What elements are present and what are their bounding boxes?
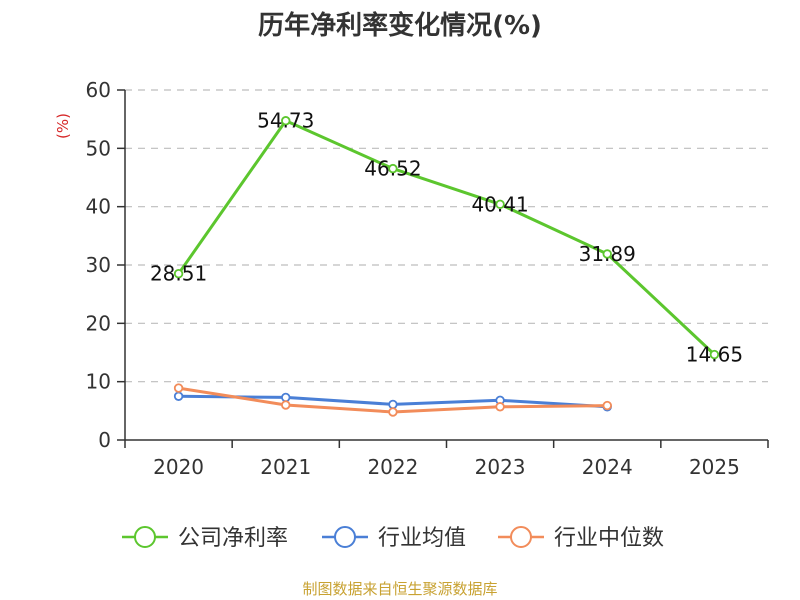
- x-tick-label: 2020: [153, 455, 204, 479]
- legend-swatch-marker: [134, 526, 156, 548]
- y-tick-label: 10: [86, 370, 111, 394]
- x-tick-label: 2025: [689, 455, 740, 479]
- legend-swatch-marker: [510, 526, 532, 548]
- data-label: 54.73: [257, 109, 314, 133]
- series-line-0: [177, 119, 716, 356]
- data-label: 40.41: [471, 192, 528, 216]
- y-tick-label: 60: [86, 78, 111, 102]
- y-tick-label: 30: [86, 253, 111, 277]
- y-axis-label: (%): [54, 113, 72, 139]
- data-point: [495, 402, 505, 412]
- data-label: 31.89: [579, 242, 636, 266]
- data-point: [173, 383, 184, 393]
- x-tick-label: 2023: [475, 455, 526, 479]
- data-point: [173, 391, 184, 401]
- legend-label: 公司净利率: [178, 526, 288, 551]
- data-point: [388, 407, 398, 417]
- data-label: 28.51: [150, 262, 207, 286]
- data-labels: 28.51 54.73 46.52 40.41 31.89 14.65: [150, 109, 743, 367]
- data-point: [602, 249, 612, 259]
- y-tick-label: 50: [86, 136, 111, 160]
- legend: 公司净利率 行业均值 行业中位数: [122, 526, 664, 551]
- y-tick-label: 0: [98, 428, 111, 452]
- data-point: [388, 163, 398, 174]
- data-point: [281, 400, 291, 410]
- data-label: 46.52: [364, 157, 421, 181]
- legend-label: 行业均值: [378, 526, 466, 551]
- grid: [125, 89, 768, 383]
- data-point: [388, 399, 398, 410]
- data-point: [281, 116, 291, 126]
- y-tick-label: 20: [86, 311, 111, 335]
- x-tick-label: 2022: [367, 455, 418, 479]
- x-tick-label: 2021: [260, 455, 311, 479]
- legend-swatch-marker: [334, 526, 356, 548]
- series: [173, 116, 720, 417]
- legend-label: 行业中位数: [554, 526, 664, 551]
- y-tick-label: 40: [86, 195, 111, 219]
- data-point: [709, 349, 720, 360]
- data-point: [495, 199, 505, 209]
- axes: 0 10 20 30 40 50 60 2020 2021 2022 2023 2024 2025: [86, 78, 769, 479]
- data-point: [602, 400, 612, 411]
- data-label: 14.65: [686, 343, 743, 367]
- data-point: [173, 268, 184, 279]
- chart-title: 历年净利率变化情况(%): [258, 10, 542, 41]
- x-tick-label: 2024: [582, 455, 633, 479]
- source-note: 制图数据来自恒生聚源数据库: [302, 580, 497, 598]
- data-point: [281, 392, 291, 403]
